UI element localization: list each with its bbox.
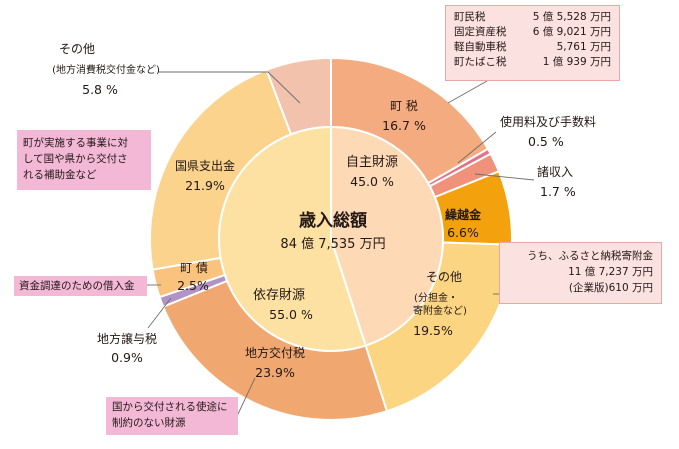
slice-pct-chozei: 16.7 % (382, 118, 426, 133)
slice-label-kurikoshi: 繰越金 (445, 207, 482, 222)
slice-label-joyozei: 地方譲与税 (97, 331, 157, 346)
leader-sonota-izon (158, 71, 301, 104)
inner-slice-0 (330, 125, 444, 347)
slice-pct-shiyoryo: 0.5 % (528, 134, 564, 149)
slice-pct-chihokofu: 23.9% (255, 365, 295, 380)
leader-joyozei (147, 297, 172, 329)
slice-label-sonota-jishu: その他 (426, 270, 462, 284)
subsidy-line: して国や県から交付さ (23, 153, 128, 165)
slice-label-chosai: 町 債 (180, 260, 208, 275)
leader-grant (237, 377, 256, 415)
slice-pct-sonota-izon: 5.8 % (82, 82, 118, 97)
inner-slice-1 (217, 125, 367, 352)
slice-label-shiyoryo: 使用料及び手数料 (500, 114, 596, 129)
grant-line: 制約のない財源 (112, 417, 186, 429)
slice-sub-sonota-jishu: (分担金・ (414, 291, 458, 304)
inner-pct-jishu: 45.0 % (350, 174, 394, 189)
slice-label-shoshunyu: 諸収入 (537, 164, 573, 179)
subsidy-note: 町が実施する事業に対 して国や県から交付さ れる補助金など (17, 130, 151, 190)
furusato-line: うち、ふるさと納税寄附金 (527, 250, 653, 262)
leader-shoshunyu (474, 173, 535, 181)
total-amount: 84 億 7,535 万円 (280, 236, 385, 252)
grant-line: 国から交付される使途に (112, 401, 228, 413)
furusato-corporate: (企業版)610 万円 (568, 282, 653, 294)
inner-ring (217, 125, 444, 352)
slice-label-chihokofu: 地方交付税 (245, 345, 305, 360)
slice-pct-joyozei: 0.9% (111, 350, 143, 365)
borrowing-note: 資金調達のための借入金 (14, 276, 147, 296)
leader-tax (447, 80, 488, 104)
slice-pct-sonota-jishu: 19.5% (413, 323, 453, 338)
tax-breakdown-note: 町民税 5 億 5,528 万円 固定資産税 6 億 9,021 万円 軽自動車税 5… (445, 5, 620, 81)
inner-label-jishu: 自主財源 (346, 155, 398, 170)
slice-label-sonota-izon: その他 (59, 42, 95, 56)
inner-pct-izon: 55.0 % (269, 307, 313, 322)
leader-shiyoryo (457, 131, 497, 164)
slice-pct-kokuken: 21.9% (185, 178, 225, 193)
chart-title: 歳入総額 (299, 210, 367, 231)
subsidy-line: 町が実施する事業に対 (23, 137, 128, 149)
inner-label-izon: 依存財源 (253, 288, 305, 303)
borrowing-text: 資金調達のための借入金 (19, 280, 135, 292)
leader-lines (147, 71, 535, 415)
tax-row: 軽自動車税 5,761 万円 (454, 41, 611, 53)
slice-pct-kurikoshi: 6.6% (447, 225, 479, 240)
slice-sub2-sonota-jishu: 寄附金など) (413, 304, 467, 317)
furusato-note: うち、ふるさと納税寄附金 11 億 7,237 万円 (企業版)610 万円 (499, 242, 662, 304)
tax-row: 町民税 5 億 5,528 万円 (454, 11, 611, 23)
tax-row: 町たばこ税 1 億 939 万円 (454, 56, 611, 68)
tax-row: 固定資産税 6 億 9,021 万円 (454, 26, 611, 38)
slice-pct-chosai: 2.5% (177, 278, 209, 293)
furusato-amount: 11 億 7,237 万円 (568, 266, 653, 278)
slice-pct-shoshunyu: 1.7 % (540, 184, 576, 199)
slice-label-chozei: 町 税 (390, 99, 418, 113)
slice-sub-sonota-izon: (地方消費税交付金など) (52, 63, 160, 76)
grant-note: 国から交付される使途に 制約のない財源 (106, 397, 238, 435)
subsidy-line: れる補助金など (23, 169, 97, 181)
slice-label-kokuken: 国県支出金 (175, 158, 235, 173)
